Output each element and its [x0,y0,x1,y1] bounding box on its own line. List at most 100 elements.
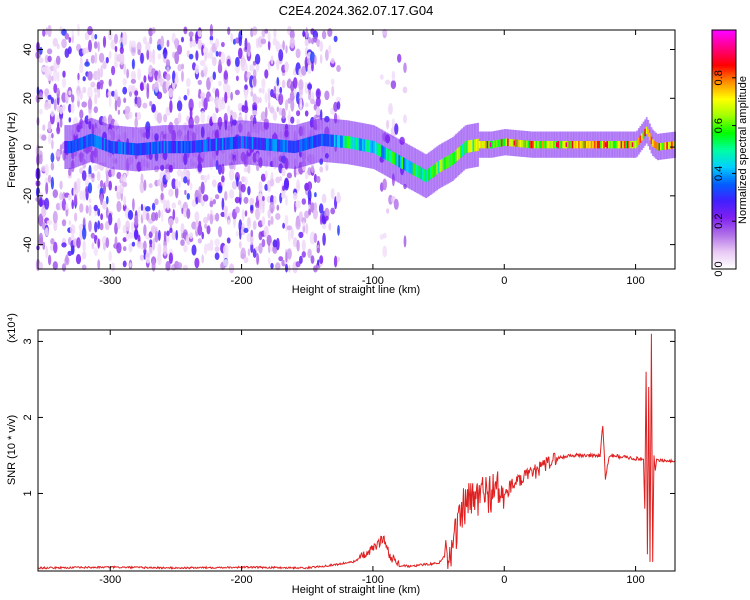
spectrogram-noise-cell [224,91,228,104]
spectrogram-noise-cell [201,95,205,107]
spectrogram-ridge-cell [333,134,336,148]
spectrogram-noise-cell [281,108,286,120]
spectrogram-noise-cell [82,86,87,94]
spectrogram-noise-cell [87,98,93,110]
spectrogram-ridge-cell [590,141,593,149]
spectrogram-noise-cell [325,215,329,221]
colorbar-cell [712,93,736,97]
spectrogram-ridge-cell [201,139,204,152]
snr-y-ticks: 1 2 3 [22,338,675,497]
spectrogram-noise-cell [99,222,104,231]
spectrogram-noise-cell [298,231,304,239]
spectrogram-ridge-cell [595,141,598,149]
spectrogram-noise-cell [230,32,234,43]
spectrogram-ridge-cell [582,141,585,149]
spectrogram-ridge-cell [366,139,369,152]
spectrogram-ridge-cell [65,141,68,154]
spectrogram-ridge-cell [584,141,587,149]
spectrogram-noise-cell [331,85,335,97]
spectrogram-noise-cell [230,91,234,101]
spectrogram-ridge-cell [425,170,427,183]
spectrogram-ridge-cell [113,141,115,154]
spectrogram-noise-cell [157,53,162,60]
spectrogram-noise-cell [123,97,127,104]
colorbar-cell [712,149,736,152]
spectrogram-ridge-cell [385,148,388,161]
spectrogram-noise-cell [232,111,237,120]
spectrogram-x-tick-label: 100 [626,275,644,287]
spectrogram-ridge-cell [273,139,276,152]
spectrogram-noise-cell [136,41,142,53]
spectrogram-ridge-cell [363,139,366,152]
colorbar-cell [712,187,736,190]
spectrogram-noise-cell [59,192,64,201]
spectrogram-noise-cell [308,92,312,101]
spectrogram-noise-cell [204,68,207,78]
spectrogram-noise-cell [264,92,268,103]
spectrogram-noise-cell [275,213,281,220]
spectrogram-noise-cell [94,33,98,40]
spectrogram-ridge-cell [499,139,502,147]
spectrogram-ridge-cell [132,143,134,156]
spectrogram-noise-cell [269,107,275,114]
colorbar-cell [712,89,736,93]
spectrogram-noise-cell [264,170,268,179]
spectrogram-noise-cell [177,112,182,124]
spectrogram-noise-cell [307,83,313,90]
spectrogram-noise-cell [50,162,55,171]
spectrogram-noise-cell [255,96,260,104]
spectrogram-noise-cell [188,98,194,112]
spectrogram-noise-cell [85,47,90,54]
spectrogram-ridge-cell [578,141,580,149]
colorbar-cell [712,209,736,212]
spectrogram-noise-cell [188,53,194,60]
spectrogram-ridge-cell [418,166,421,179]
snr-x-tick-label: 0 [501,574,507,586]
spectrogram-ridge-cell [117,141,120,154]
spectrogram-ridge-cell [407,160,410,173]
colorbar-tick-label: 0.0 [713,261,725,276]
colorbar-cell [712,179,736,182]
spectrogram-noise-cell [97,41,100,52]
spectrogram-noise-cell [221,163,225,175]
spectrogram-noise-cell [235,206,240,214]
spectrogram-noise-cell [171,178,177,190]
spectrogram-noise-cell [38,232,44,243]
spectrogram-noise-cell [67,194,72,201]
spectrogram-noise-cell [258,87,263,94]
spectrogram-noise-cell [41,134,47,141]
colorbar-cell [712,49,736,53]
spectrogram-ridge-cell [343,135,345,148]
spectrogram-noise-cell [131,58,135,70]
spectrogram-noise-cell [165,106,171,116]
spectrogram-ridge-cell [508,138,511,147]
spectrogram-noise-cell [252,248,257,258]
colorbar-cell [712,119,736,123]
spectrogram-ridge-cell [466,140,468,153]
spectrogram-noise-cell [304,210,310,219]
spectrogram-ridge-cell [162,141,164,154]
spectrogram-y-tick-label: -40 [22,237,34,253]
spectrogram-noise-cell [382,232,387,239]
spectrogram-ridge-cell [275,139,278,152]
spectrogram-ridge-cell [139,143,142,156]
spectrogram-noise-cell [296,239,300,252]
spectrogram-ridge-cell [119,141,122,154]
spectrogram-noise-cell [279,86,283,94]
colorbar-cell [712,115,736,119]
spectrogram-noise-cell [197,79,202,86]
spectrogram-ridge-cell [155,141,158,154]
colorbar-cell [712,121,736,125]
spectrogram-noise-cell [308,36,312,44]
spectrogram-noise-cell [152,238,156,251]
spectrogram-ridge-cell [209,139,212,152]
spectrogram-ridge-cell [231,137,234,150]
spectrogram-noise-cell [47,75,53,81]
colorbar-cell [712,267,736,270]
spectrogram-noise-cell [97,88,101,99]
spectrogram-noise-cell [243,167,249,173]
spectrogram-noise-cell [286,172,292,179]
spectrogram-ridge-cell [551,141,554,149]
colorbar-cell [712,61,736,65]
colorbar-cell [712,63,736,67]
